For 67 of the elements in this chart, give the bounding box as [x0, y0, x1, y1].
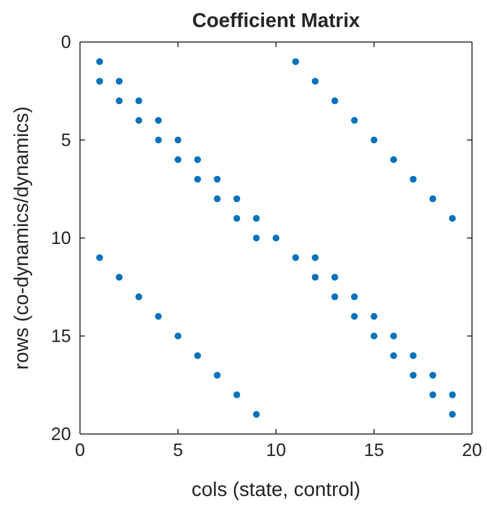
point	[253, 234, 260, 242]
point	[96, 58, 103, 65]
y-axis-title: rows (co-dynamics/dynamics)	[11, 106, 33, 370]
x-tick-label: 20	[462, 440, 482, 460]
point	[331, 97, 338, 104]
point	[214, 195, 221, 202]
point	[390, 156, 397, 163]
point	[174, 136, 182, 144]
y-tick-label: 10	[50, 228, 71, 248]
point	[351, 117, 358, 124]
point	[331, 274, 338, 281]
point	[370, 332, 378, 340]
point	[155, 313, 162, 320]
point	[429, 391, 436, 398]
point	[351, 313, 358, 320]
point	[174, 156, 182, 163]
point	[174, 332, 182, 340]
x-axis-title: cols (state, control)	[192, 479, 360, 501]
x-tick-label: 15	[364, 440, 384, 460]
x-tick-label: 0	[74, 440, 86, 460]
x-tick-label: 5	[172, 440, 184, 460]
point	[449, 411, 456, 418]
point	[116, 274, 123, 281]
point	[135, 97, 142, 104]
point	[449, 215, 456, 222]
point	[429, 372, 436, 379]
point	[312, 274, 319, 281]
point	[233, 215, 240, 222]
point	[370, 136, 378, 144]
point	[214, 372, 221, 379]
point	[253, 215, 260, 222]
point	[233, 195, 240, 202]
point	[351, 293, 358, 300]
point	[312, 78, 319, 85]
point	[410, 352, 417, 359]
point	[449, 391, 456, 398]
point	[292, 254, 299, 261]
point	[233, 391, 240, 398]
point	[272, 234, 280, 242]
point	[194, 156, 201, 163]
point	[312, 254, 319, 261]
point	[429, 195, 436, 202]
y-tick-label: 20	[50, 424, 71, 444]
point	[116, 78, 123, 85]
point	[96, 254, 103, 261]
y-tick-label: 15	[50, 326, 71, 346]
y-tick-label: 0	[60, 32, 71, 52]
point	[390, 352, 397, 359]
point	[331, 293, 338, 300]
point	[155, 117, 162, 124]
point	[135, 293, 142, 300]
point	[155, 136, 162, 144]
point	[370, 313, 378, 320]
y-tick-label: 5	[60, 130, 71, 150]
point	[253, 411, 260, 418]
point	[96, 78, 103, 85]
point	[194, 176, 201, 183]
x-tick-label: 10	[266, 440, 286, 460]
point	[214, 176, 221, 183]
point	[135, 117, 142, 124]
point	[410, 176, 417, 183]
point	[410, 372, 417, 379]
point	[194, 352, 201, 359]
point	[292, 58, 299, 65]
point	[390, 332, 397, 340]
point	[116, 97, 123, 104]
chart-title: Coefficient Matrix	[192, 10, 360, 32]
